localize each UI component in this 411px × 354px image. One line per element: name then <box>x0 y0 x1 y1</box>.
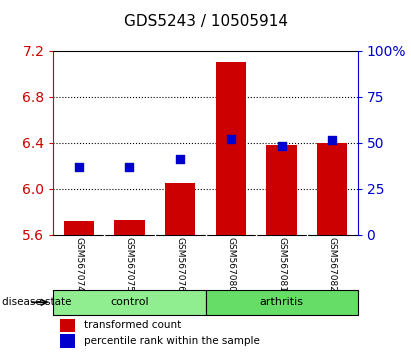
Bar <box>206 290 358 315</box>
Text: GDS5243 / 10505914: GDS5243 / 10505914 <box>123 14 288 29</box>
Text: GSM567074: GSM567074 <box>74 238 83 292</box>
Text: GSM567076: GSM567076 <box>175 238 185 292</box>
Text: disease state: disease state <box>2 297 72 307</box>
Bar <box>165 183 195 235</box>
Text: arthritis: arthritis <box>259 297 304 307</box>
Bar <box>317 143 347 235</box>
Bar <box>53 290 206 315</box>
Text: transformed count: transformed count <box>84 320 181 330</box>
Text: control: control <box>110 297 149 307</box>
Bar <box>216 62 246 235</box>
Bar <box>64 221 94 235</box>
Text: GSM567082: GSM567082 <box>328 238 337 292</box>
Text: percentile rank within the sample: percentile rank within the sample <box>84 336 260 346</box>
Text: GSM567081: GSM567081 <box>277 238 286 292</box>
Bar <box>266 145 297 235</box>
Point <box>177 156 183 162</box>
Text: GSM567080: GSM567080 <box>226 238 236 292</box>
Bar <box>114 220 145 235</box>
Point <box>126 164 133 170</box>
Text: GSM567075: GSM567075 <box>125 238 134 292</box>
Point <box>76 164 82 170</box>
Point <box>228 136 234 142</box>
Bar <box>60 334 75 348</box>
Point <box>278 143 285 149</box>
Point <box>329 138 335 143</box>
Bar <box>60 319 75 332</box>
